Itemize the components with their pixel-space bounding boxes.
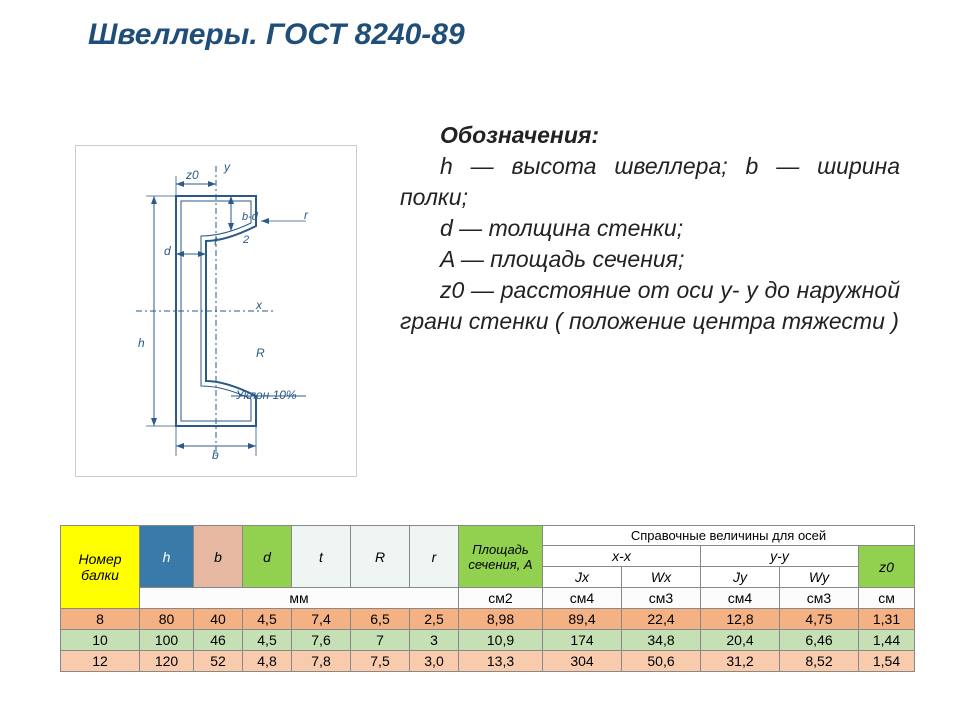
- data-table-wrap: Номер балкиhbdtRrПлощадь сечения, AСправ…: [60, 525, 915, 672]
- label-x: x: [256, 298, 262, 312]
- table-row: 880404,57,46,52,58,9889,422,412,84,751,3…: [61, 609, 915, 630]
- descr-line4: z0 — расстояние от оси y- y до наружной …: [400, 275, 900, 337]
- descr-line3: A — площадь сечения;: [400, 244, 900, 275]
- label-R-big: R: [256, 346, 265, 360]
- table-row: 10100464,57,67310,917434,820,46,461,44: [61, 630, 915, 651]
- label-h: h: [138, 336, 145, 350]
- table-row: 12120524,87,87,53,013,330450,631,28,521,…: [61, 651, 915, 672]
- data-table: Номер балкиhbdtRrПлощадь сечения, AСправ…: [60, 525, 915, 672]
- descr-line1: h — высота швеллера; b — ширина полки;: [400, 151, 900, 213]
- description-block: Обозначения: h — высота швеллера; b — ши…: [400, 120, 900, 337]
- channel-diagram: y z0 r b-d t 2 d x R Уклон 10% h b: [75, 145, 357, 477]
- label-b: b: [212, 448, 219, 462]
- label-d: d: [164, 244, 171, 258]
- label-slope: Уклон 10%: [236, 388, 297, 402]
- descr-line2: d — толщина стенки;: [400, 213, 900, 244]
- label-z0: z0: [186, 168, 199, 182]
- page-title: Швеллеры. ГОСТ 8240-89: [88, 18, 465, 52]
- label-y: y: [224, 160, 230, 174]
- label-bd: b-d: [242, 211, 258, 223]
- descr-header: Обозначения:: [400, 120, 900, 151]
- label-2: 2: [243, 234, 249, 246]
- label-r: r: [304, 208, 308, 222]
- label-t: t: [214, 234, 217, 248]
